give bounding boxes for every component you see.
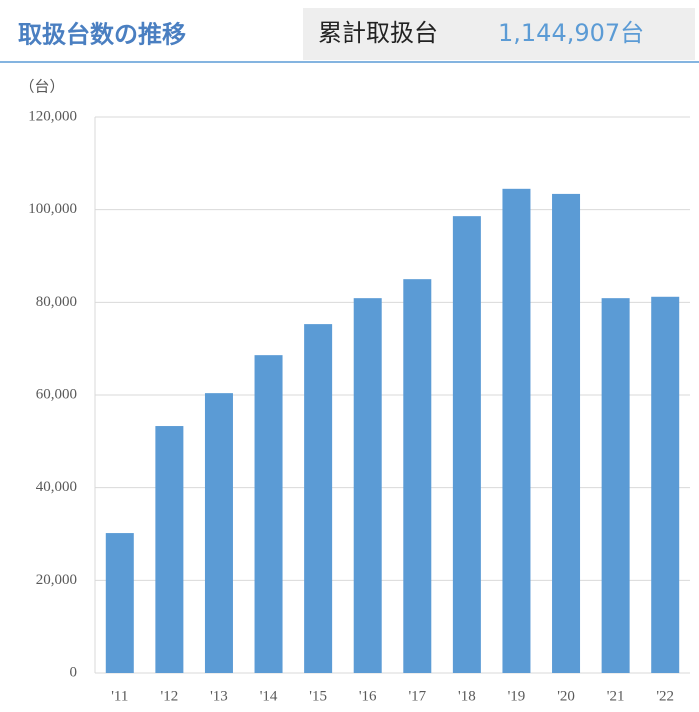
- x-tick-label: '12: [161, 688, 179, 704]
- x-tick-label: '11: [111, 688, 128, 704]
- bar: [155, 426, 184, 673]
- x-tick-label: '14: [260, 688, 278, 704]
- y-tick-label: 120,000: [28, 108, 77, 124]
- bar: [403, 279, 432, 673]
- y-axis-unit: （台）: [19, 78, 64, 95]
- bar: [502, 188, 531, 674]
- summary-label: 累計取扱台: [318, 19, 438, 47]
- x-tick-label: '20: [557, 688, 575, 704]
- bar: [601, 298, 630, 673]
- summary-box: [303, 8, 695, 60]
- bar: [552, 193, 581, 673]
- x-tick-label: '17: [408, 688, 426, 704]
- y-tick-label: 0: [70, 664, 78, 680]
- x-tick-label: '19: [508, 688, 526, 704]
- x-tick-label: '15: [309, 688, 327, 704]
- bar: [452, 216, 481, 674]
- summary-value: 1,144,907台: [498, 19, 644, 47]
- x-tick-label: '21: [607, 688, 625, 704]
- y-tick-label: 80,000: [36, 294, 77, 310]
- x-tick-label: '18: [458, 688, 476, 704]
- bar: [651, 296, 680, 673]
- bar: [254, 355, 283, 673]
- chart-title: 取扱台数の推移: [18, 20, 186, 49]
- x-tick-label: '13: [210, 688, 228, 704]
- y-tick-label: 60,000: [36, 386, 77, 402]
- y-tick-label: 20,000: [36, 572, 77, 588]
- bar: [105, 533, 134, 673]
- bar: [204, 393, 233, 673]
- x-tick-label: '22: [656, 688, 674, 704]
- x-tick-label: '16: [359, 688, 377, 704]
- bar: [304, 324, 333, 673]
- bar: [353, 298, 382, 673]
- y-tick-label: 40,000: [36, 479, 77, 495]
- y-tick-label: 100,000: [28, 201, 77, 217]
